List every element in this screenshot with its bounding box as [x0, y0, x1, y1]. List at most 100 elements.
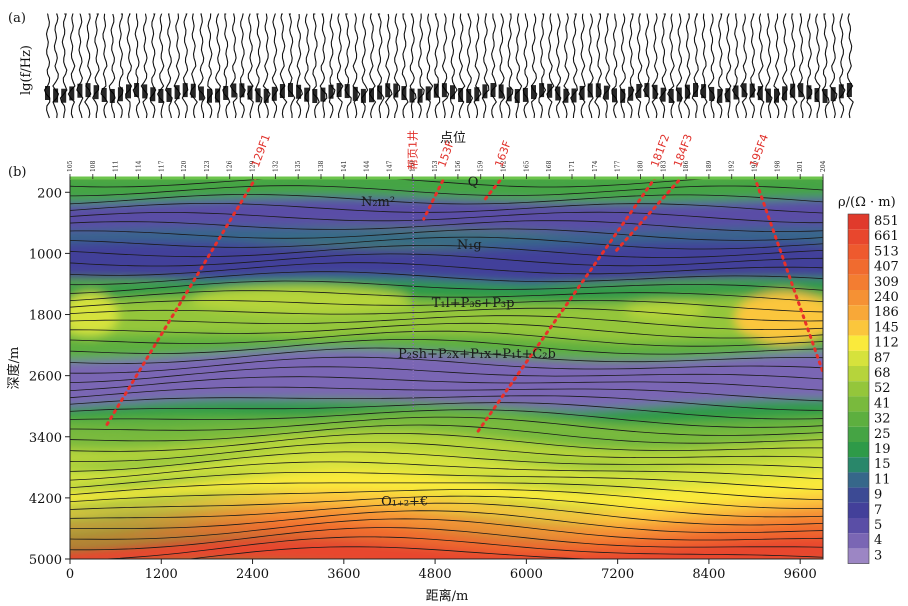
contour-line — [70, 194, 823, 205]
sounding-curve — [116, 13, 124, 119]
station-label: 141 — [341, 161, 348, 172]
sounding-curve-peak — [77, 83, 83, 98]
sounding-curve-peak — [595, 83, 601, 98]
sounding-curve-peak — [425, 86, 431, 101]
colorbar-label: 661 — [874, 229, 899, 244]
contour-line — [70, 300, 823, 313]
colorbar-label: 309 — [874, 275, 899, 290]
sounding-curve — [312, 13, 320, 119]
sounding-curve-peak — [514, 88, 520, 103]
resistivity-band — [70, 241, 823, 286]
resistivity-band — [70, 278, 823, 304]
well-label: 帮页1井 — [405, 130, 419, 170]
contour-line — [70, 502, 823, 526]
sounding-curve-peak — [571, 88, 577, 103]
sounding-curve — [254, 13, 263, 119]
sounding-curve — [352, 13, 361, 119]
fault-line — [475, 177, 658, 435]
colorbar-label: 240 — [874, 290, 899, 305]
sounding-curve — [132, 13, 141, 119]
sounding-curve-peak — [263, 88, 269, 103]
colorbar-swatch — [848, 533, 869, 549]
y-tick-label: 3400 — [29, 431, 62, 446]
colorbar-label: 4 — [874, 533, 882, 548]
sounding-curve — [239, 13, 246, 119]
formation-label: N₂m² — [361, 195, 395, 210]
colorbar-label: 15 — [874, 457, 891, 472]
sounding-curve — [740, 13, 748, 119]
sounding-curve-peak — [271, 86, 277, 101]
y-tick-label: 5000 — [29, 553, 62, 568]
sounding-curve — [554, 13, 562, 119]
sounding-curve — [675, 13, 683, 119]
sounding-curve — [522, 13, 529, 119]
resistivity-band — [70, 412, 823, 448]
sounding-curve — [466, 13, 474, 119]
sounding-curve — [67, 13, 76, 119]
sounding-curve-peak — [466, 88, 472, 103]
colorbar-swatch — [848, 442, 869, 458]
sounding-curve-peak — [846, 83, 852, 98]
sounding-curve-peak — [628, 86, 634, 101]
sounding-curve-peak — [798, 83, 804, 98]
colorbar-label: 41 — [874, 396, 891, 411]
x-tick-label: 4800 — [419, 567, 452, 582]
colorbar-swatch — [848, 350, 869, 366]
sounding-curve — [530, 13, 538, 119]
sounding-curve — [731, 13, 740, 119]
sounding-curve-peak — [741, 83, 747, 98]
colorbar-frame — [847, 213, 870, 564]
sounding-curve-peak — [498, 84, 504, 99]
sounding-curve — [84, 13, 92, 119]
sounding-curve-peak — [279, 84, 285, 99]
sounding-curve-peak — [749, 83, 755, 98]
colorbar-swatch — [848, 411, 869, 427]
sounding-curve — [229, 13, 238, 119]
sounding-curve-peak — [765, 88, 771, 103]
sounding-curve — [634, 13, 643, 119]
colorbar-label: 32 — [874, 412, 891, 427]
resistivity-band — [70, 349, 823, 411]
contour-line — [70, 472, 823, 491]
high-res-lens — [190, 286, 410, 314]
station-label: 105 — [67, 160, 74, 172]
fault-label: 153F — [435, 139, 457, 169]
sounding-curve-peak — [304, 87, 310, 102]
sounding-curve — [173, 13, 181, 119]
sounding-curve-peak — [790, 83, 796, 98]
sounding-curve — [781, 13, 788, 119]
sounding-curve-peak — [126, 84, 131, 99]
colorbar-label: 851 — [874, 214, 899, 229]
sounding-curve — [700, 13, 708, 119]
contour-line — [70, 451, 823, 472]
sounding-curve-peak — [830, 87, 836, 102]
x-axis: 0 1200 2400 3600 4800 6000 7200 8400 9600 — [66, 559, 817, 582]
sounding-curve-peak — [652, 84, 658, 99]
station-label: 168 — [546, 160, 553, 172]
sounding-curve-peak — [174, 85, 180, 100]
contour-line — [70, 338, 823, 355]
colorbar-swatch — [848, 229, 869, 245]
contour-line — [70, 330, 823, 347]
station-label: 120 — [181, 160, 188, 172]
station-label: 171 — [569, 161, 576, 172]
sounding-curve-peak — [101, 87, 107, 102]
contour-line — [70, 527, 823, 551]
sounding-curve-peak — [247, 85, 253, 100]
contour-line — [70, 236, 823, 250]
contour-line — [70, 347, 823, 364]
sounding-curve — [602, 13, 611, 119]
colorbar-label: 7 — [874, 503, 882, 518]
colorbar-label: 68 — [874, 366, 891, 381]
sounding-curve-peak — [693, 83, 698, 98]
x-tick-label: 9600 — [784, 567, 817, 582]
sounding-curve — [59, 13, 68, 119]
sounding-curve — [839, 13, 846, 119]
sounding-curve-peak — [369, 88, 374, 103]
contour-line — [70, 307, 823, 322]
colorbar-swatch — [848, 548, 869, 564]
sounding-curve-peak — [409, 88, 415, 103]
station-label: 201 — [797, 161, 804, 172]
station-label: 135 — [295, 160, 302, 172]
